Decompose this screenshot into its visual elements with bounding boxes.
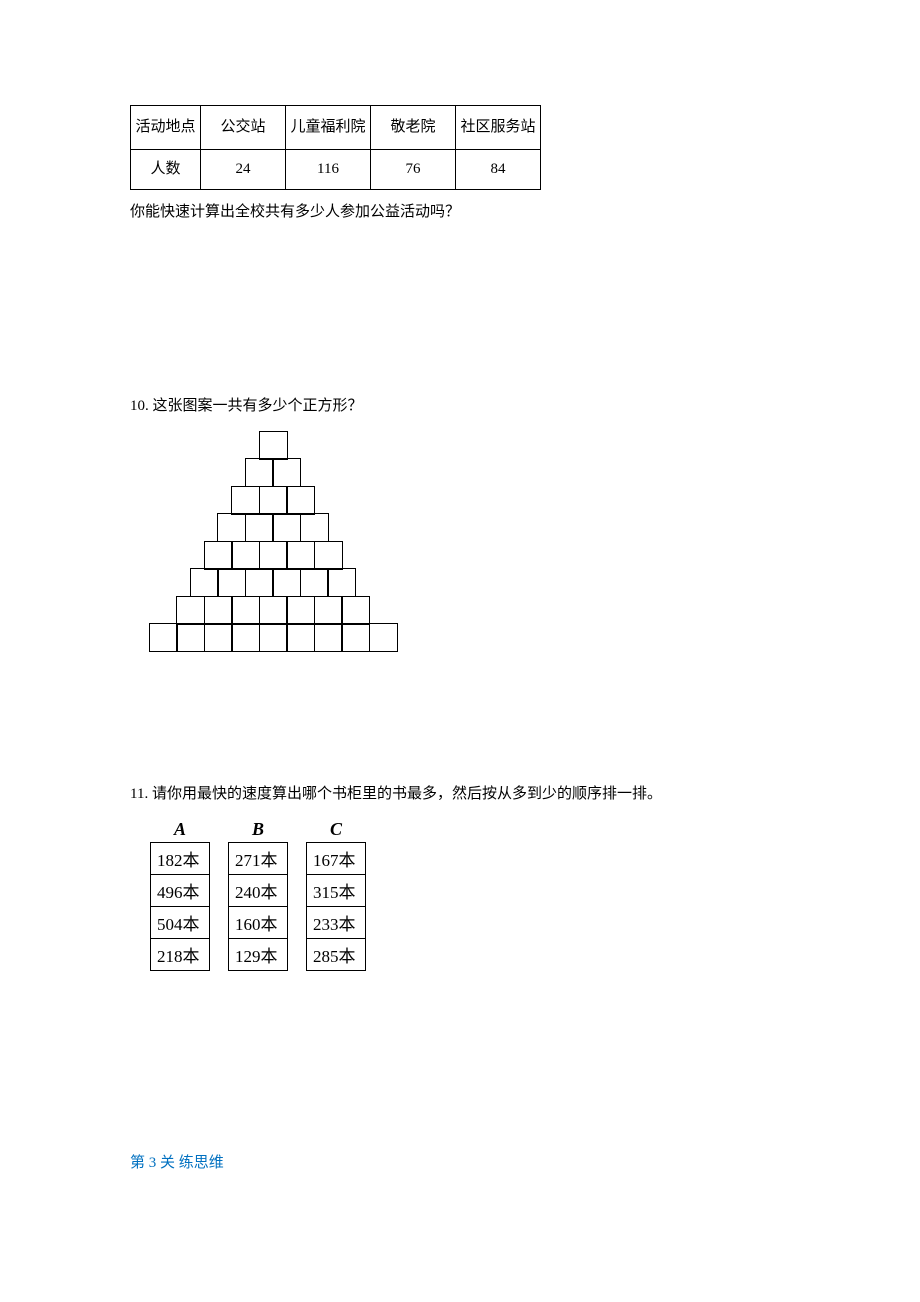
pyramid-cell	[300, 568, 329, 597]
pyramid-cell	[314, 541, 343, 570]
data-cell: 76	[371, 150, 456, 190]
pyramid-cell	[231, 623, 260, 652]
pyramid-cell	[286, 623, 315, 652]
q11-prompt: 11. 请你用最快的速度算出哪个书柜里的书最多，然后按从多到少的顺序排一排。	[130, 780, 790, 809]
pyramid-cell	[149, 623, 178, 652]
data-cell: 24	[201, 150, 286, 190]
pyramid-cell	[259, 431, 288, 460]
pyramid-cell	[259, 623, 288, 652]
pyramid-cell	[190, 568, 219, 597]
shelf-label: B	[252, 819, 264, 840]
pyramid-cell	[286, 486, 315, 515]
pyramid-cell	[272, 458, 301, 487]
pyramid-diagram	[150, 432, 790, 652]
question-10: 10. 这张图案一共有多少个正方形？	[130, 392, 790, 653]
pyramid-cell	[369, 623, 398, 652]
pyramid-cell	[286, 596, 315, 625]
pyramid-cell	[272, 568, 301, 597]
pyramid-cell	[245, 568, 274, 597]
data-cell: 84	[456, 150, 541, 190]
pyramid-cell	[176, 623, 205, 652]
shelf-cell: 271本	[229, 843, 287, 875]
data-cell: 116	[286, 150, 371, 190]
cell-text: 24	[236, 161, 251, 177]
pyramid-cell	[245, 458, 274, 487]
header-cell: 儿童福利院	[286, 106, 371, 150]
pyramid-cell	[217, 513, 246, 542]
section-title: 第 3 关 练思维	[130, 1151, 790, 1172]
header-cell: 敬老院	[371, 106, 456, 150]
pyramid-row	[233, 487, 791, 515]
pyramid-row	[219, 515, 790, 543]
bookshelf: A182本496本504本218本	[150, 819, 210, 971]
bookshelf: B271本240本160本129本	[228, 819, 288, 971]
pyramid-cell	[341, 596, 370, 625]
cell-text: 76	[406, 161, 421, 177]
cell-text: 儿童福利院	[290, 119, 365, 135]
row-label-cell: 人数	[131, 150, 201, 190]
header-cell: 公交站	[201, 106, 286, 150]
table-header-row: 活动地点 公交站 儿童福利院 敬老院 社区服务站	[131, 106, 541, 150]
pyramid-cell	[259, 486, 288, 515]
cell-text: 84	[491, 161, 506, 177]
pyramid-cell	[272, 513, 301, 542]
shelf-cell: 315本	[307, 875, 365, 907]
pyramid-cell	[259, 596, 288, 625]
shelf-label: A	[174, 819, 186, 840]
pyramid-cell	[176, 596, 205, 625]
pyramid-cell	[204, 596, 233, 625]
shelf-cell: 218本	[151, 939, 209, 970]
pyramid-cell	[341, 623, 370, 652]
activity-table: 活动地点 公交站 儿童福利院 敬老院 社区服务站 人数 24 116 76 84	[130, 105, 541, 190]
shelf-body: 167本315本233本285本	[306, 842, 366, 971]
shelf-cell: 285本	[307, 939, 365, 970]
cell-text: 敬老院	[390, 119, 435, 135]
pyramid-cell	[204, 541, 233, 570]
bookshelf: C167本315本233本285本	[306, 819, 366, 971]
question-11: 11. 请你用最快的速度算出哪个书柜里的书最多，然后按从多到少的顺序排一排。 A…	[130, 780, 790, 971]
pyramid-cell	[231, 541, 260, 570]
shelf-cell: 496本	[151, 875, 209, 907]
pyramid-row	[246, 460, 790, 488]
cell-text: 人数	[150, 161, 180, 177]
pyramid-row	[150, 625, 790, 653]
pyramid-cell	[327, 568, 356, 597]
bookshelf-group: A182本496本504本218本B271本240本160本129本C167本3…	[150, 819, 790, 971]
pyramid-cell	[231, 486, 260, 515]
pyramid-row	[205, 542, 790, 570]
shelf-cell: 160本	[229, 907, 287, 939]
q9-followup-text: 你能快速计算出全校共有多少人参加公益活动吗？	[130, 198, 790, 227]
shelf-cell: 240本	[229, 875, 287, 907]
pyramid-row	[178, 597, 791, 625]
header-cell-label: 活动地点	[131, 106, 201, 150]
pyramid-cell	[259, 541, 288, 570]
pyramid-cell	[204, 623, 233, 652]
pyramid-cell	[217, 568, 246, 597]
shelf-label: C	[330, 819, 342, 840]
cell-text: 活动地点	[135, 119, 195, 135]
header-cell: 社区服务站	[456, 106, 541, 150]
pyramid-row	[191, 570, 790, 598]
pyramid-cell	[314, 623, 343, 652]
pyramid-cell	[245, 513, 274, 542]
cell-text: 社区服务站	[460, 119, 535, 135]
pyramid-row	[260, 432, 790, 460]
cell-text: 116	[317, 161, 339, 177]
shelf-cell: 233本	[307, 907, 365, 939]
shelf-cell: 504本	[151, 907, 209, 939]
pyramid-cell	[286, 541, 315, 570]
shelf-body: 182本496本504本218本	[150, 842, 210, 971]
shelf-cell: 182本	[151, 843, 209, 875]
pyramid-cell	[300, 513, 329, 542]
shelf-body: 271本240本160本129本	[228, 842, 288, 971]
shelf-cell: 167本	[307, 843, 365, 875]
q10-prompt: 10. 这张图案一共有多少个正方形？	[130, 392, 790, 421]
cell-text: 公交站	[220, 119, 265, 135]
table-data-row: 人数 24 116 76 84	[131, 150, 541, 190]
pyramid-cell	[231, 596, 260, 625]
shelf-cell: 129本	[229, 939, 287, 970]
pyramid-cell	[314, 596, 343, 625]
